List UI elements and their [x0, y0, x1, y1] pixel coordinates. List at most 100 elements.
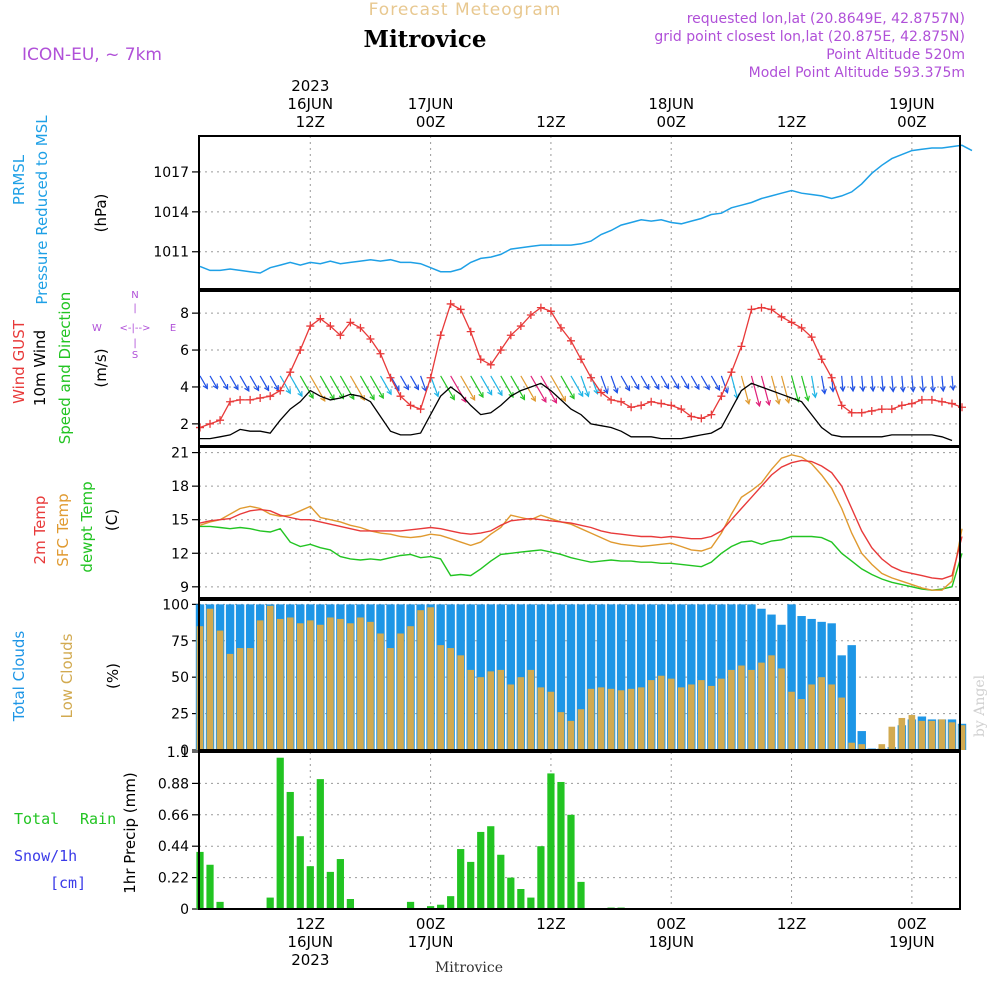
wind-arrow [369, 375, 384, 399]
total-clouds-bar [626, 604, 636, 750]
low-clouds-bar [898, 717, 906, 750]
model-label: ICON-EU, ~ 7km [22, 45, 162, 65]
wind-arrow-head [413, 384, 420, 391]
gust-marker [577, 355, 586, 364]
low-clouds-bar [347, 623, 354, 750]
wind-arrow-head [584, 391, 590, 398]
low-clouds-bar [437, 645, 444, 750]
wind-speed-line [200, 382, 953, 442]
gust-marker [386, 373, 395, 382]
wind-arrow [650, 375, 660, 390]
rain-bar [206, 864, 214, 909]
gust-marker [456, 305, 465, 314]
low-clouds-bar [657, 675, 665, 750]
wind-ytick-label: 2 [180, 417, 189, 433]
total-clouds-bar [667, 604, 676, 750]
wind-arrow [420, 375, 427, 392]
wind-arrow [430, 375, 439, 397]
rain-bar [507, 877, 515, 909]
wind-arrow [400, 375, 409, 390]
wind-arrow [249, 375, 260, 391]
gust-marker [466, 327, 475, 336]
time-label-bottom: 00Z [416, 915, 445, 933]
wind-arrow-head [839, 386, 846, 393]
gust-marker [296, 346, 305, 355]
wind-arrow [901, 375, 904, 392]
wind-arrow-head [644, 383, 650, 391]
total-clouds-bar [677, 604, 686, 750]
precip-ytick-label: 0.44 [158, 839, 189, 855]
wind-arrow [951, 375, 954, 390]
low-clouds-bar [728, 669, 735, 750]
gust-marker [947, 399, 956, 408]
wind-arrow-head [869, 386, 876, 393]
wind-arrow [570, 375, 584, 397]
time-label-bottom: 00Z [897, 915, 926, 933]
temp-ytick-label: 18 [171, 479, 189, 495]
wind-arrow-head [519, 394, 526, 401]
gust-marker [206, 419, 215, 428]
wind-arrow-head [889, 386, 896, 393]
wind-arrow-head [930, 386, 936, 393]
model-altitude: Model Point Altitude 593.375m [749, 65, 965, 81]
low-clouds-bar [637, 687, 645, 750]
gust-marker [627, 403, 636, 412]
wind-compass: N W E S <-|--> | | [92, 290, 176, 361]
wind-arrow [379, 375, 392, 395]
time-label-bottom: 16JUN [287, 933, 333, 951]
low-clouds-bar [667, 678, 675, 750]
low-clouds-bar [808, 684, 815, 750]
wind-arrow [319, 375, 335, 400]
wind-arrow [600, 375, 608, 394]
wind-arrow-head [338, 393, 345, 400]
low-clouds-bar [818, 677, 825, 750]
wind-gust-line [199, 302, 963, 429]
gust-marker [376, 349, 385, 358]
rain-bar [276, 757, 284, 909]
total-clouds-bar [787, 604, 796, 750]
precip-snow-label: Snow/1h [14, 847, 77, 865]
pressure-label-1: PRMSL [10, 154, 28, 205]
wind-arrow [480, 375, 493, 396]
wind-arrow-head [593, 388, 599, 395]
gust-label: Wind GUST [10, 319, 28, 404]
precip-ytick-label: 1.1 [167, 745, 189, 761]
gust-marker [897, 401, 906, 410]
low-clouds-bar [317, 624, 324, 750]
low-clouds-bar [828, 684, 835, 750]
wind-arrow-head [624, 385, 631, 392]
rain-bar [336, 859, 344, 909]
gust-marker [697, 414, 706, 423]
gust-marker [727, 368, 736, 377]
wind-arrow [851, 375, 854, 392]
wind-arrow-head [849, 386, 856, 393]
wind-arrow [329, 375, 344, 399]
rain-bar [426, 906, 435, 909]
gust-marker [667, 401, 676, 410]
total-clouds-bar [596, 604, 606, 750]
wind-arrow [229, 375, 239, 390]
gust-marker [426, 373, 435, 382]
low-clouds-bar [878, 744, 886, 750]
low-clouds-bar [517, 677, 525, 750]
svg-text:|: | [133, 338, 136, 349]
wind-dir-label: Speed and Direction [56, 292, 74, 445]
wind-arrow [720, 375, 729, 393]
clouds-ytick-label: 0 [180, 743, 189, 759]
dewpt-line [200, 525, 963, 591]
compass-e: E [170, 323, 176, 334]
gust-marker [346, 318, 355, 327]
low-clouds-bar [958, 725, 966, 750]
gust-marker [597, 388, 606, 397]
time-label-top: 19JUN [889, 95, 935, 113]
gust-marker [657, 399, 666, 408]
rain-bar [567, 814, 575, 909]
pressure-ytick-label: 1011 [153, 245, 189, 261]
wind-arrow-head [879, 386, 886, 393]
low-clouds-bar [196, 626, 204, 750]
rain-bar [527, 897, 535, 909]
pressure-ytick-label: 1014 [153, 205, 189, 221]
gust-marker [777, 312, 786, 321]
gust-marker [737, 342, 746, 351]
location-title: Mitrovice [363, 26, 486, 53]
